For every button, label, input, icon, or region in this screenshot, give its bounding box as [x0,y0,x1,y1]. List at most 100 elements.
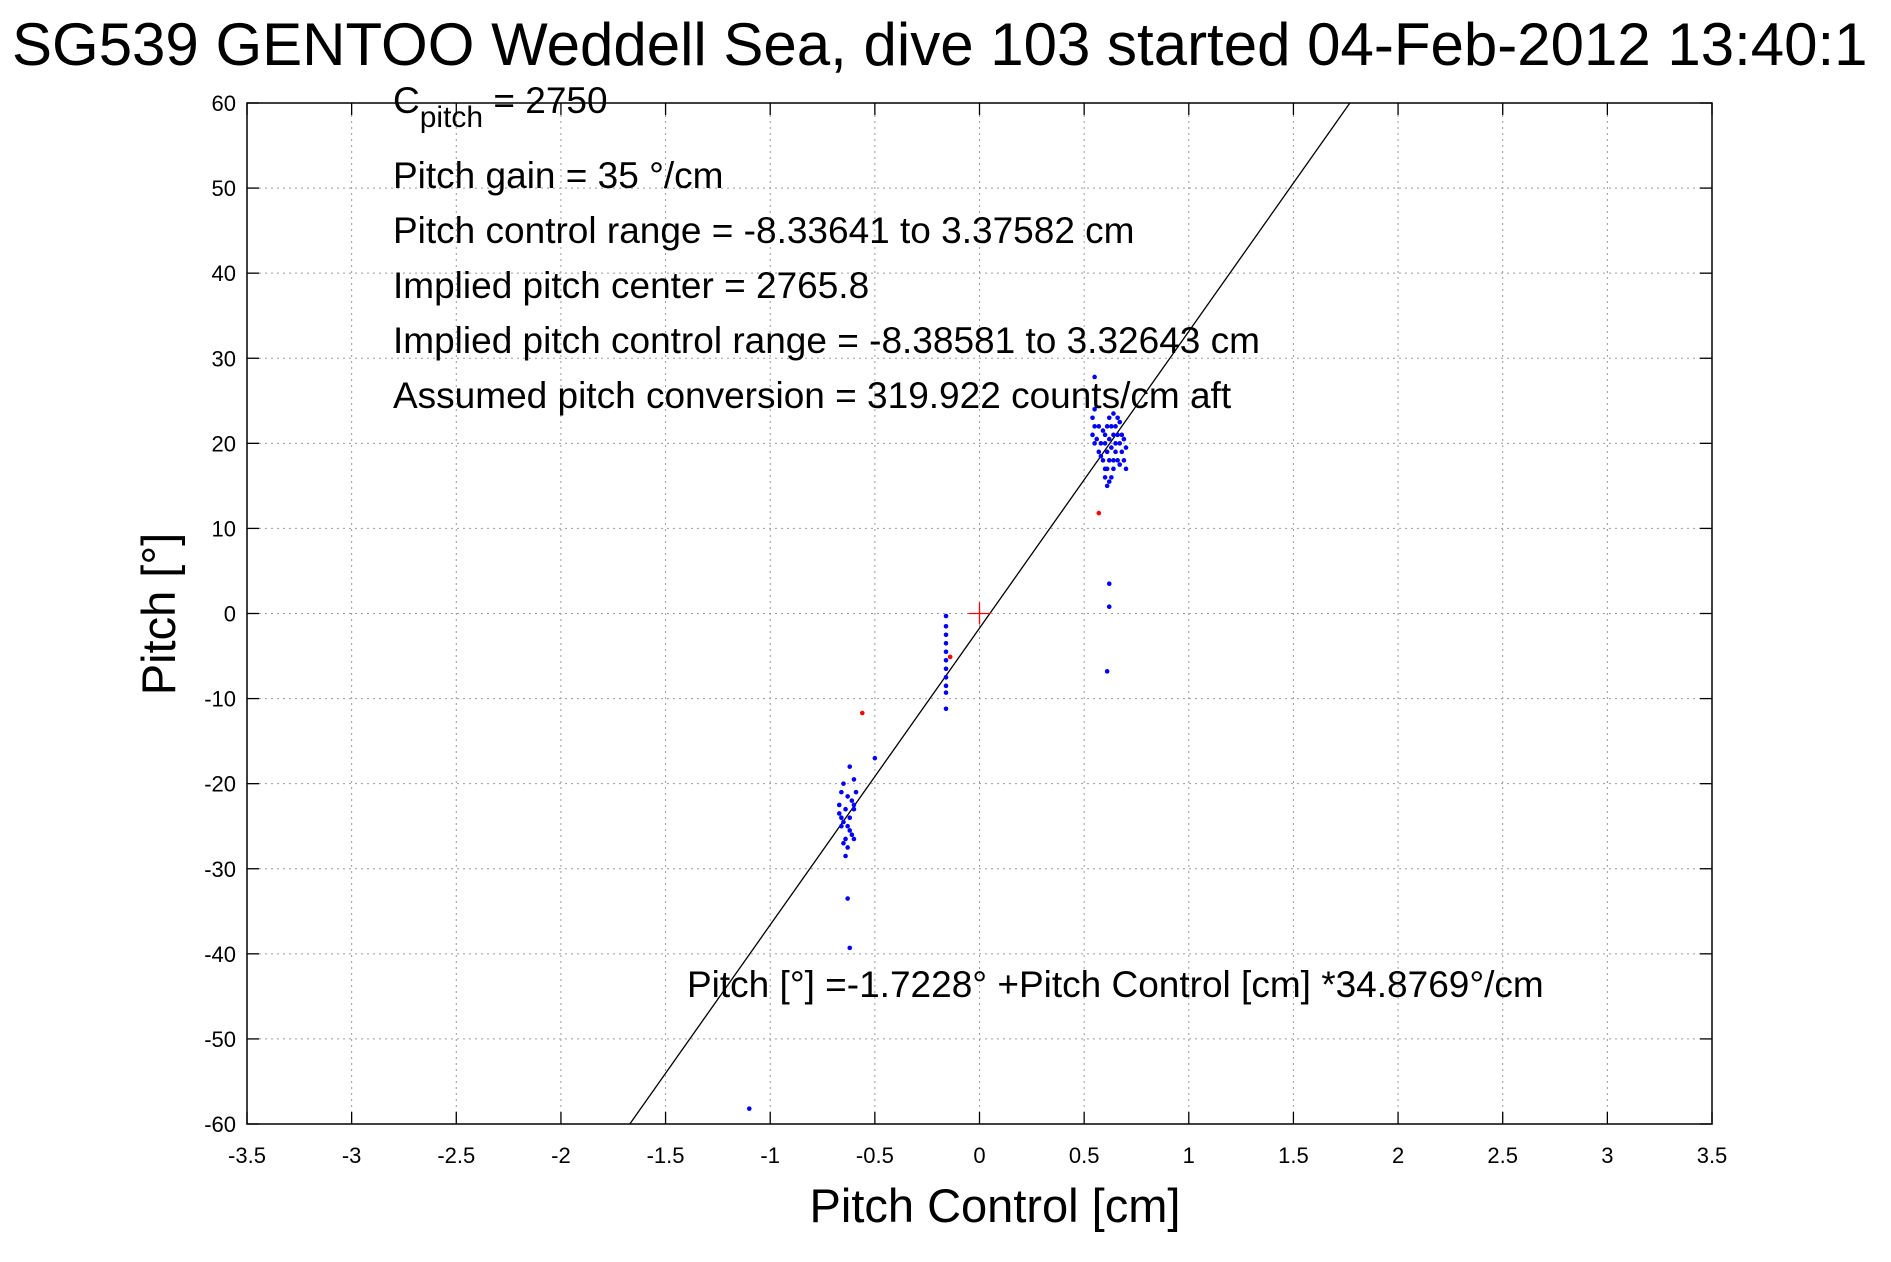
data-point-red [1096,510,1102,516]
x-tick-label: -0.5 [856,1143,894,1168]
data-point [1092,374,1097,380]
annotation-pitch-control-range: Pitch control range = -8.33641 to 3.3758… [393,210,1135,251]
data-point [1113,441,1118,446]
y-tick-label: 10 [212,516,236,541]
data-point [851,777,857,782]
data-point [845,845,850,850]
x-tick-label: -1.5 [647,1143,685,1168]
data-point [1115,432,1120,438]
data-point [1119,449,1125,455]
data-point [839,823,844,829]
data-point [853,789,859,795]
data-point [1123,466,1129,472]
data-point [1092,407,1097,412]
data-point [943,683,949,689]
data-point [746,1106,752,1111]
x-axis-label: Pitch Control [cm] [810,1179,1181,1232]
y-tick-label: -30 [204,857,236,882]
x-tick-labels: -3.5 -3 -2.5 -2 -1.5 -1 -0.5 0 0.5 1 1.5 2 2.5 3 3.5 [228,1143,1727,1168]
y-axis-label: Pitch [°] [132,533,185,695]
data-point [843,806,848,812]
y-tick-label: -50 [204,1027,236,1052]
data-point [1102,441,1108,446]
x-tick-label: -3.5 [228,1143,266,1168]
data-point [1102,432,1108,438]
data-point [841,840,846,846]
x-tick-label: -3 [342,1143,362,1168]
data-point [839,815,844,820]
data-point [1106,604,1112,609]
x-tick-label: -1 [760,1143,780,1168]
y-tick-label: -10 [204,687,236,712]
annotation-implied-pitch-control-range: Implied pitch control range = -8.38581 t… [393,320,1260,361]
data-point [943,690,949,695]
data-point [845,823,850,829]
data-point [943,640,949,646]
data-point [943,649,949,655]
data-point [836,811,842,816]
x-tick-label: 1 [1183,1143,1195,1168]
data-point [943,666,949,672]
data-point [943,706,949,712]
annotation-c-pitch-prefix: C [393,80,420,121]
data-point [1100,458,1106,463]
y-tick-label: -40 [204,942,236,967]
data-point [851,806,857,812]
fit-equation: Pitch [°] =-1.7228° +Pitch Control [cm] … [687,964,1544,1005]
annotation-c-pitch: Cpitch = 2750 [393,80,608,134]
data-point [841,819,846,825]
y-tick-label: 50 [212,176,236,201]
data-point [843,853,848,859]
data-point [1092,441,1097,446]
data-point [845,896,850,901]
data-point [943,657,949,663]
data-point [1121,436,1127,442]
data-point [1109,424,1114,429]
y-tick-label: -20 [204,772,236,797]
axis-ticks [246,102,1713,1125]
data-point [1098,441,1104,446]
data-point [839,789,844,795]
x-tick-label: 0.5 [1069,1143,1100,1168]
x-tick-label: 0 [973,1143,985,1168]
data-points [746,374,1129,1111]
data-point [1111,458,1116,463]
data-point [1106,581,1112,587]
data-point [1111,432,1116,438]
data-point [1090,415,1095,421]
data-point [1117,419,1123,425]
data-point [1113,449,1118,455]
data-point [847,764,853,769]
data-point [851,836,857,842]
data-point [1106,415,1112,421]
data-point [1109,445,1114,450]
x-tick-label: -2.5 [437,1143,475,1168]
annotation-pitch-gain: Pitch gain = 35 °/cm [393,155,724,196]
data-point [1104,449,1110,455]
annotation-c-pitch-value: = 2750 [483,80,607,121]
y-tick-label: -60 [204,1112,236,1137]
chart-title: SG539 GENTOO Weddell Sea, dive 103 start… [12,11,1868,78]
center-marker [968,602,991,625]
annotation-implied-pitch-center: Implied pitch center = 2765.8 [393,265,869,306]
data-point [1104,483,1110,489]
data-point [1117,441,1123,446]
y-tick-labels: 60 50 40 30 20 10 0 -10 -20 -30 -40 -50 -60 [204,91,236,1137]
data-point [849,798,855,803]
data-point [872,755,878,761]
y-tick-label: 0 [224,602,236,627]
data-point [1123,445,1129,450]
x-tick-label: -2 [551,1143,571,1168]
data-point [1113,424,1118,429]
data-point [851,802,857,808]
x-tick-label: 1.5 [1278,1143,1309,1168]
data-point [1098,453,1104,459]
data-point [943,623,949,629]
data-point [1104,424,1110,429]
data-point [1092,424,1097,429]
data-point [1111,411,1116,416]
data-point [1100,428,1106,433]
data-point [849,832,855,838]
data-point [847,945,853,951]
